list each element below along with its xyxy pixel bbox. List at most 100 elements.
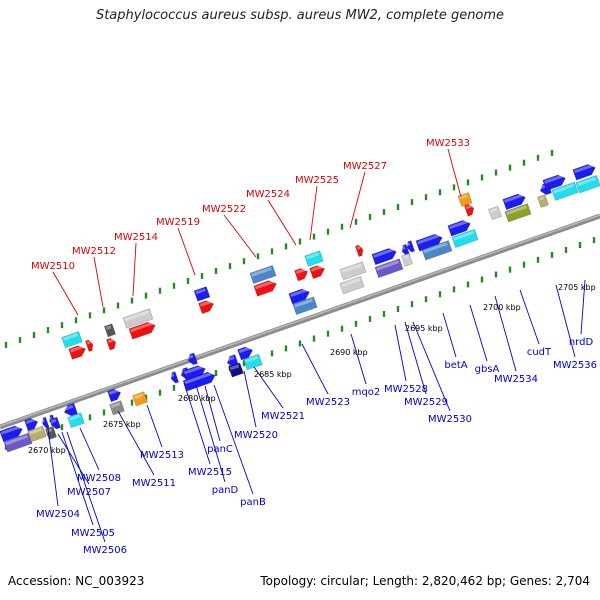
gene-feature — [537, 194, 549, 208]
gene-feature — [243, 353, 263, 371]
lower-gene-label: MW2511 — [132, 478, 176, 489]
lower-label-connector — [195, 384, 226, 483]
gene-feature — [457, 192, 473, 207]
lower-gene-label: MW2529 — [404, 397, 448, 408]
lower-gene-label: MW2528 — [384, 384, 428, 395]
gene-feature — [109, 400, 125, 416]
upper-gene-label: MW2525 — [295, 175, 339, 186]
gene-feature — [464, 204, 475, 217]
lower-label-connector — [47, 427, 59, 507]
gene-feature — [502, 193, 526, 211]
lower-label-connector — [404, 321, 427, 395]
upper-label-connector — [267, 199, 297, 246]
gene-feature — [339, 261, 367, 281]
lower-label-connector — [66, 431, 106, 543]
gene-feature — [304, 250, 324, 267]
gene-feature — [237, 346, 254, 361]
lower-label-connector — [183, 382, 211, 465]
lower-label-connector — [412, 321, 451, 412]
gene-feature — [61, 331, 83, 349]
lower-gene-label: MW2515 — [188, 467, 232, 478]
upper-gene-label: MW2512 — [72, 246, 116, 257]
gene-feature — [292, 296, 318, 315]
lower-gene-label: MW2508 — [77, 473, 121, 484]
gene-feature — [193, 286, 211, 302]
gene-features — [0, 164, 600, 453]
upper-label-connector — [52, 271, 79, 316]
lower-label-connector — [494, 295, 517, 372]
scale-label: 2675 kbp — [103, 420, 141, 429]
lower-label-connector — [350, 333, 367, 385]
lower-gene-label: MW2505 — [71, 528, 115, 539]
gene-feature — [374, 258, 404, 279]
gene-feature — [504, 203, 532, 223]
upper-gene-label: MW2510 — [31, 261, 75, 272]
lower-gene-label: panC — [207, 444, 233, 455]
gene-feature — [575, 174, 600, 194]
gene-feature — [339, 275, 365, 295]
lower-gene-label: MW2536 — [553, 360, 597, 371]
gene-feature — [401, 252, 413, 267]
lower-label-connector — [213, 384, 254, 495]
gene-feature — [542, 174, 566, 192]
gene-feature — [3, 432, 33, 453]
lower-gene-label: MW2534 — [494, 374, 538, 385]
upper-gene-label: MW2524 — [246, 189, 290, 200]
lower-gene-label: cudT — [527, 347, 552, 358]
gene-feature — [104, 323, 116, 338]
lower-gene-label: MW2504 — [36, 509, 80, 520]
gene-feature — [447, 220, 471, 237]
label-connectors — [47, 148, 586, 543]
upper-label-connector — [132, 242, 137, 297]
gene-feature — [572, 164, 596, 181]
gene-labels: 2670 kbp 2675 kbp 2680 kbp 2685 kbp 2690 kbp… — [28, 138, 597, 556]
gene-feature — [170, 371, 180, 384]
upper-gene-label: MW2533 — [426, 138, 470, 149]
gene-feature — [371, 248, 397, 266]
gene-feature — [132, 391, 148, 407]
upper-gene-label: MW2527 — [343, 161, 387, 172]
gene-feature — [187, 352, 198, 366]
gene-feature — [451, 228, 479, 249]
gene-feature — [406, 240, 416, 253]
lower-label-connector — [117, 410, 155, 476]
gene-feature — [354, 244, 364, 257]
gene-feature — [551, 181, 579, 201]
accession-text: Accession: NC_003923 — [8, 574, 145, 588]
genome-backbone — [0, 213, 600, 430]
upper-gene-label: MW2522 — [202, 204, 246, 215]
lower-label-connector — [146, 404, 163, 448]
gene-feature — [63, 402, 78, 417]
gene-feature — [288, 288, 310, 305]
gene-feature — [128, 321, 156, 340]
upper-gene-label: MW2514 — [114, 232, 158, 243]
gene-feature — [68, 345, 86, 360]
scale-label: 2690 kbp — [330, 348, 368, 357]
lower-label-connector — [580, 279, 586, 335]
lower-label-connector — [442, 312, 457, 358]
gene-feature — [228, 362, 244, 378]
lower-gene-label: MW2507 — [67, 487, 111, 498]
scale-label: 2670 kbp — [28, 446, 66, 455]
gene-feature — [249, 264, 277, 285]
scale-label: 2700 kbp — [483, 303, 521, 312]
lower-label-connector — [394, 324, 407, 382]
gene-feature — [45, 426, 57, 440]
upper-label-connector — [177, 227, 196, 276]
lower-gene-label: MW2506 — [83, 545, 127, 556]
gene-feature — [415, 233, 443, 252]
gene-feature — [0, 425, 23, 443]
gene-feature — [107, 388, 122, 403]
gene-feature — [67, 412, 85, 429]
scale-label: 2680 kbp — [178, 394, 216, 403]
gene-feature — [226, 354, 239, 368]
lower-gene-label: MW2530 — [428, 414, 472, 425]
lower-gene-label: nrdD — [569, 337, 594, 348]
upper-label-connector — [349, 171, 366, 229]
lower-label-connector — [253, 366, 284, 409]
gene-feature — [182, 365, 206, 382]
lower-label-connector — [555, 284, 576, 358]
lower-label-connector — [519, 289, 540, 345]
